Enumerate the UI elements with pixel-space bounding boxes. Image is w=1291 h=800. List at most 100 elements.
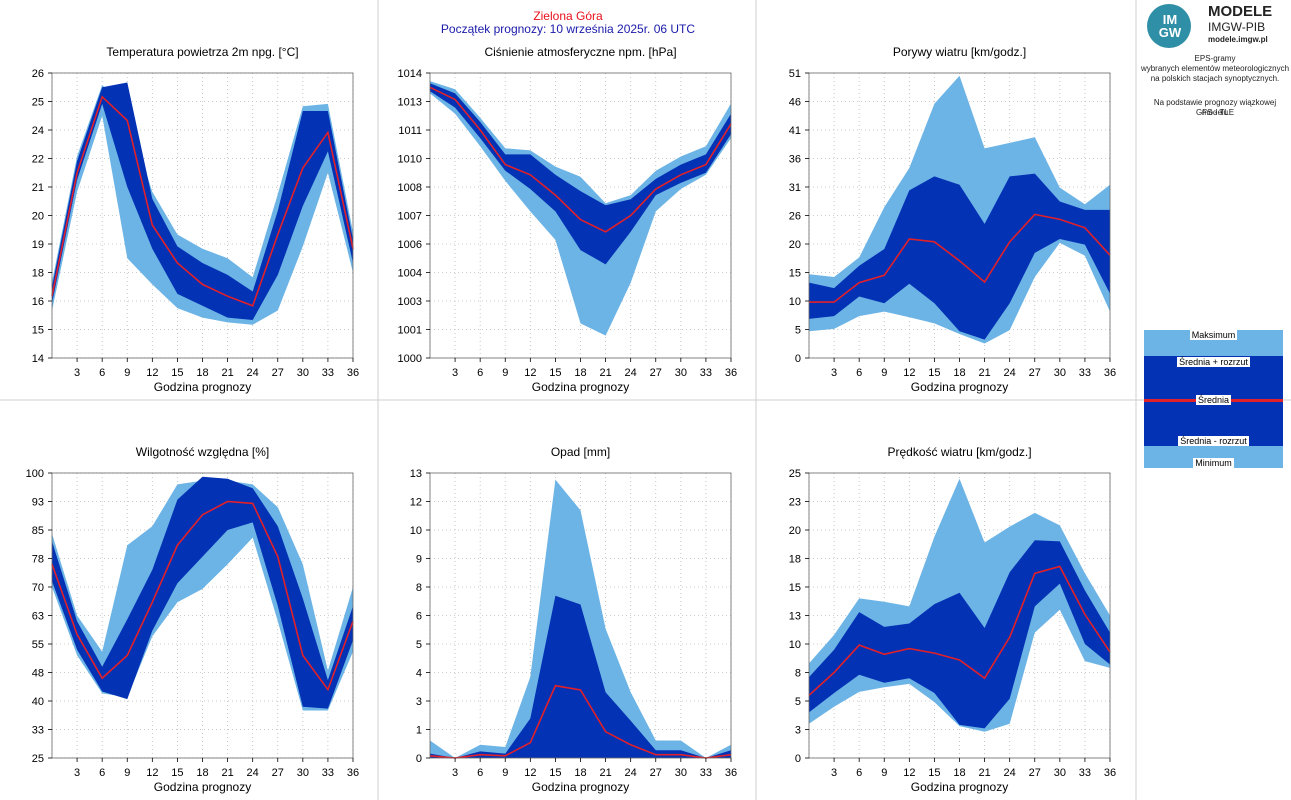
x-tick-label: 3 xyxy=(74,767,80,779)
y-tick-label: 10 xyxy=(410,525,422,537)
y-tick-label: 40 xyxy=(32,696,44,708)
y-tick-label: 13 xyxy=(789,611,801,623)
x-axis-label: Godzina prognozy xyxy=(154,380,251,394)
x-tick-label: 30 xyxy=(1054,767,1066,779)
y-tick-label: 15 xyxy=(789,582,801,594)
x-tick-label: 6 xyxy=(856,367,862,379)
forecast-start: Początek prognozy: 10 września 2025r. 06… xyxy=(440,22,696,36)
x-tick-label: 33 xyxy=(322,367,334,379)
y-tick-label: 1013 xyxy=(398,97,422,109)
x-tick-label: 12 xyxy=(146,367,158,379)
x-tick-label: 24 xyxy=(1004,767,1016,779)
y-tick-label: 13 xyxy=(410,468,422,480)
x-tick-label: 36 xyxy=(725,767,737,779)
y-tick-label: 1000 xyxy=(398,353,422,365)
x-tick-label: 6 xyxy=(99,767,105,779)
x-tick-label: 9 xyxy=(502,367,508,379)
x-tick-label: 21 xyxy=(221,767,233,779)
y-tick-label: 18 xyxy=(789,554,801,566)
info-line-4: Na podstawie prognozy wiązkowej modelu xyxy=(1153,98,1277,117)
y-tick-label: 22 xyxy=(32,154,44,166)
y-tick-label: 25 xyxy=(32,97,44,109)
legend-min: Minimum xyxy=(1193,458,1234,468)
y-tick-label: 41 xyxy=(789,125,801,137)
logo-text: IM GW xyxy=(1158,12,1182,40)
y-tick-label: 85 xyxy=(32,525,44,537)
x-tick-label: 18 xyxy=(196,367,208,379)
legend-max: Maksimum xyxy=(1189,330,1238,340)
chart-title: Opad [mm] xyxy=(551,445,610,459)
brand-subtitle: IMGW-PIB xyxy=(1208,20,1266,34)
legend-mean-minus: Średnia - rozrzut xyxy=(1178,436,1249,446)
chart-1: Temperatura powietrza 2m npg. [°C] 14 15 16… xyxy=(32,45,359,394)
y-tick-label: 1010 xyxy=(398,154,422,166)
y-tick-label: 26 xyxy=(789,211,801,223)
brand-url[interactable]: modele.imgw.pl xyxy=(1208,35,1268,44)
y-tick-label: 3 xyxy=(416,696,422,708)
y-tick-label: 70 xyxy=(32,582,44,594)
x-tick-label: 24 xyxy=(1004,367,1016,379)
y-tick-label: 93 xyxy=(32,497,44,509)
x-tick-label: 9 xyxy=(502,767,508,779)
x-tick-label: 36 xyxy=(1104,367,1116,379)
x-tick-label: 33 xyxy=(1079,767,1091,779)
legend-mean: Średnia xyxy=(1195,395,1232,405)
imgw-logo-icon: IM GW xyxy=(1147,4,1191,48)
y-tick-label: 1007 xyxy=(398,211,422,223)
x-tick-label: 18 xyxy=(574,767,586,779)
y-tick-label: 20 xyxy=(789,239,801,251)
station-name: Zielona Góra xyxy=(533,9,603,23)
y-tick-label: 78 xyxy=(32,554,44,566)
mean-line xyxy=(808,565,1111,696)
x-tick-label: 6 xyxy=(856,767,862,779)
x-tick-label: 30 xyxy=(297,767,309,779)
x-tick-label: 36 xyxy=(725,367,737,379)
y-tick-label: 1003 xyxy=(398,296,422,308)
x-tick-label: 33 xyxy=(700,767,712,779)
y-tick-label: 25 xyxy=(32,753,44,765)
chart-2: Ciśnienie atmosferyczne npm. [hPa] 1000 10… xyxy=(398,45,738,394)
imgw-logo: IM GW MODELE IMGW-PIB modele.imgw.pl xyxy=(1146,3,1282,48)
y-tick-label: 12 xyxy=(410,497,422,509)
x-tick-label: 12 xyxy=(524,767,536,779)
y-tick-label: 8 xyxy=(416,582,422,594)
y-tick-label: 19 xyxy=(32,239,44,251)
x-tick-label: 30 xyxy=(675,367,687,379)
y-tick-label: 3 xyxy=(795,725,801,737)
y-tick-label: 20 xyxy=(789,525,801,537)
y-tick-label: 0 xyxy=(416,753,422,765)
y-tick-label: 23 xyxy=(789,497,801,509)
info-line-3: na polskich stacjach synoptycznych. xyxy=(1150,74,1280,83)
x-tick-label: 6 xyxy=(99,367,105,379)
x-tick-label: 3 xyxy=(74,367,80,379)
y-tick-label: 8 xyxy=(795,668,801,680)
brand-title: MODELE xyxy=(1208,3,1273,20)
chart-title: Wilgotność względna [%] xyxy=(136,445,269,459)
x-tick-label: 3 xyxy=(452,767,458,779)
x-tick-label: 21 xyxy=(978,767,990,779)
x-tick-label: 21 xyxy=(221,367,233,379)
x-tick-label: 24 xyxy=(625,367,637,379)
x-tick-label: 30 xyxy=(1054,367,1066,379)
y-tick-label: 1006 xyxy=(398,239,422,251)
legend: Maksimum Średnia + rozrzut Średnia Średn… xyxy=(1144,330,1283,468)
x-tick-label: 12 xyxy=(903,367,915,379)
x-tick-label: 18 xyxy=(196,767,208,779)
x-tick-label: 24 xyxy=(247,767,259,779)
y-tick-label: 31 xyxy=(789,182,801,194)
x-tick-label: 27 xyxy=(650,767,662,779)
x-tick-label: 27 xyxy=(1029,767,1041,779)
x-tick-label: 18 xyxy=(574,367,586,379)
x-tick-label: 9 xyxy=(124,367,130,379)
y-tick-label: 24 xyxy=(32,125,44,137)
band-spread xyxy=(809,540,1110,729)
x-tick-label: 12 xyxy=(524,367,536,379)
info-line-1: EPS-gramy xyxy=(1194,54,1236,63)
x-tick-label: 27 xyxy=(650,367,662,379)
y-tick-label: 15 xyxy=(32,325,44,337)
x-tick-label: 3 xyxy=(831,767,837,779)
chart-4: Wilgotność względna [%]25334048556370788… xyxy=(26,445,359,794)
x-axis-label: Godzina prognozy xyxy=(532,380,629,394)
y-tick-label: 5 xyxy=(416,639,422,651)
y-tick-label: 0 xyxy=(795,353,801,365)
